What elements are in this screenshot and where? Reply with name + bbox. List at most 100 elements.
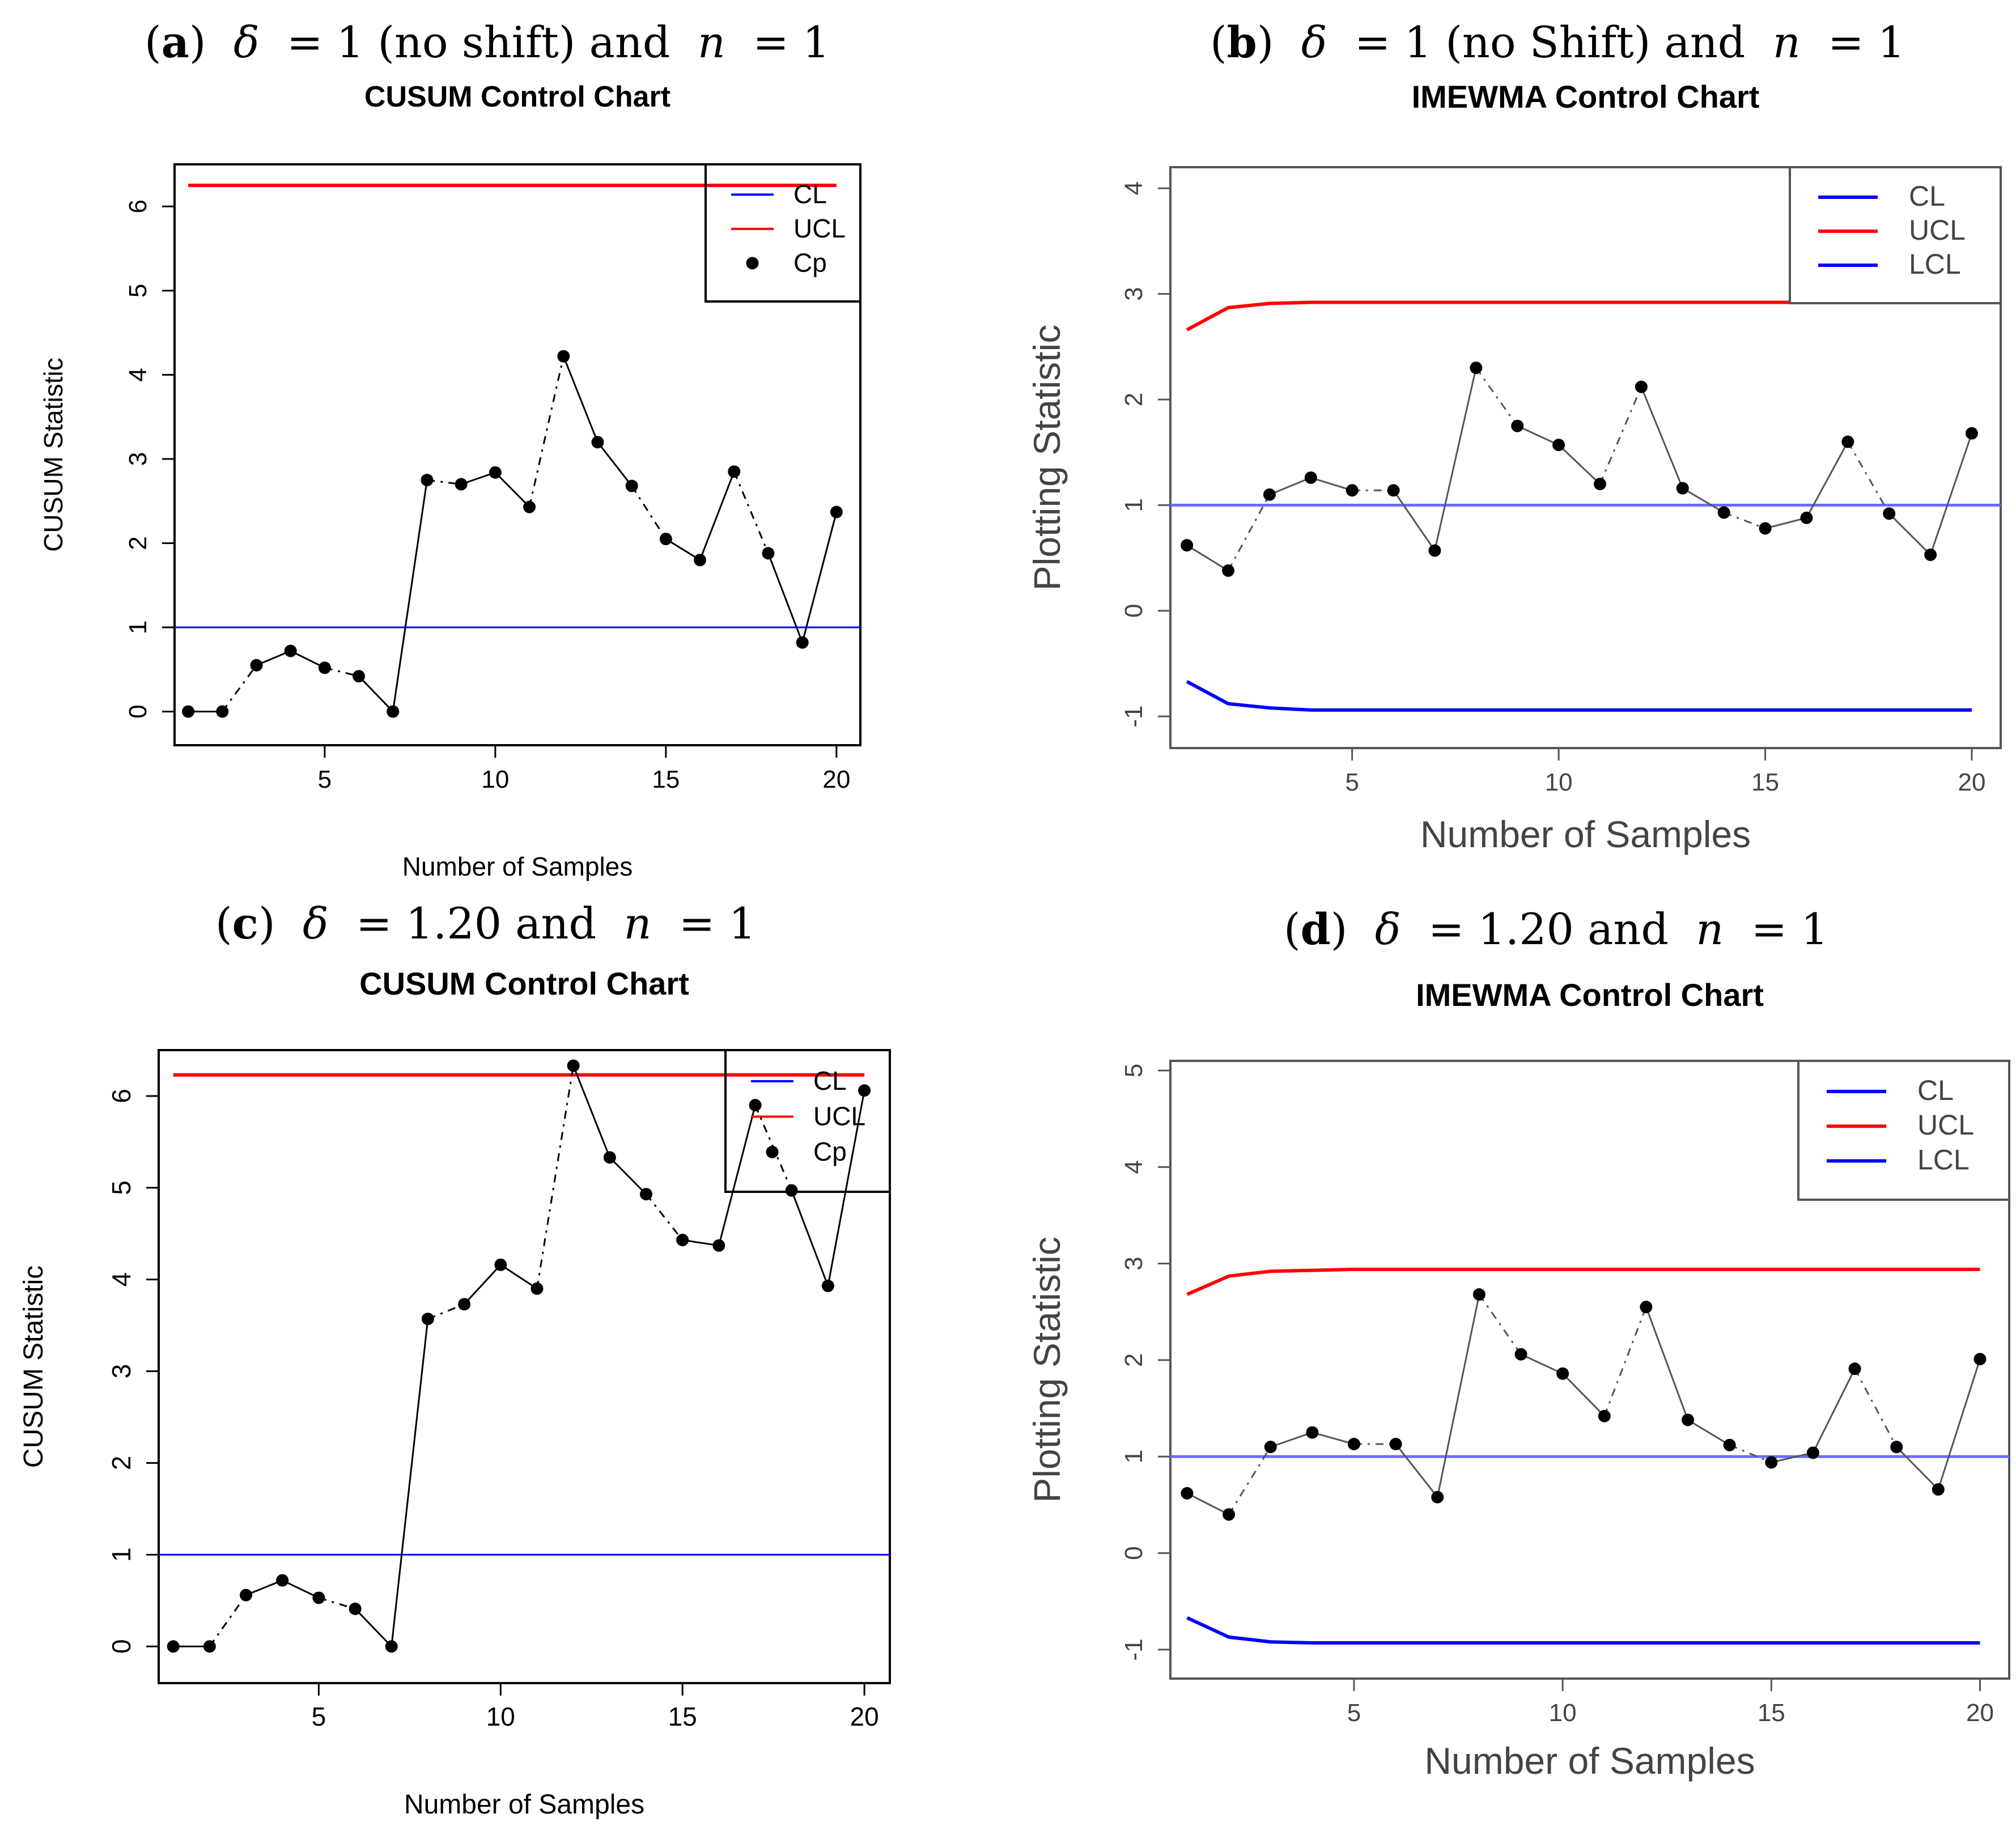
x-tick-label: 20 [1966, 1699, 1994, 1727]
y-tick-label: 5 [124, 284, 152, 298]
plot-frame [1169, 1060, 2010, 1680]
data-point [1181, 1487, 1194, 1500]
series-line-segment [1270, 1432, 1313, 1448]
series-line-segment [1395, 1443, 1438, 1498]
chart-a: CUSUM Control Chart 5 10 15 20 0 1 2 3 4 5 6 Number … [39, 80, 861, 881]
data-point [1470, 362, 1483, 375]
series-line-segment [1771, 1452, 1814, 1463]
series-line-segment [1854, 1368, 1898, 1447]
legend-label: Cp [793, 248, 827, 277]
data-point [1883, 507, 1896, 520]
y-tick-label: 3 [124, 452, 152, 466]
data-point [489, 466, 502, 479]
series-line-segment [391, 1319, 429, 1647]
data-point [1848, 1362, 1861, 1375]
y-tick-label: 1 [107, 1548, 136, 1562]
series-line-segment [699, 471, 735, 560]
x-tick-label: 20 [1958, 768, 1986, 796]
y-tick-label: 0 [124, 704, 152, 718]
y-tick-label: 4 [124, 368, 152, 381]
data-point [1973, 1353, 1987, 1366]
y-tick-label: 3 [1120, 287, 1148, 300]
series-line-segment [1520, 1353, 1563, 1375]
data-point [1306, 1426, 1319, 1439]
x-tick-label: 20 [822, 766, 850, 793]
series-line-segment [597, 441, 633, 487]
data-point [1682, 1413, 1695, 1426]
y-tick-label: 6 [107, 1089, 136, 1103]
data-point [1552, 439, 1565, 452]
y-tick-label: 4 [1120, 181, 1148, 195]
data-point [353, 670, 366, 683]
data-point [1181, 539, 1194, 552]
data-point [1223, 1508, 1236, 1521]
panel-c: (c) δ = 1.20 and n = 1 CUSUM Control Cha… [0, 884, 907, 1835]
data-point [1263, 488, 1276, 501]
data-point [1472, 1288, 1486, 1301]
series-line-segment [1310, 477, 1353, 491]
series-line-segment [245, 1579, 283, 1596]
y-axis-label: CUSUM Statistic [19, 1265, 49, 1468]
y-tick-label: -1 [1120, 1638, 1148, 1660]
data-point [458, 1298, 471, 1311]
data-point [785, 1184, 798, 1197]
series-line-segment [1436, 1294, 1480, 1498]
x-axis-label: Number of Samples [1424, 1740, 1755, 1782]
y-tick-label: 0 [107, 1639, 136, 1654]
y-tick-label: 1 [124, 621, 152, 634]
panel-caption-b: (b) δ = 1 (no Shift) and n = 1 [1210, 17, 1905, 67]
data-point [749, 1099, 762, 1112]
series-line-segment [1312, 1432, 1355, 1445]
data-point [1304, 471, 1317, 484]
panel-caption-a: (a) δ = 1 (no shift) and n = 1 [145, 17, 830, 67]
data-point [1222, 564, 1235, 577]
data-point [1431, 1490, 1444, 1503]
data-point [762, 547, 775, 560]
plot-frame [173, 163, 861, 746]
x-tick-label: 15 [1758, 1699, 1785, 1727]
data-point [494, 1258, 507, 1271]
legend-label: CL [1909, 180, 1945, 212]
series-line-segment [1478, 1294, 1522, 1355]
data-point [1723, 1438, 1736, 1451]
data-point [1717, 506, 1730, 519]
x-tick-label: 5 [1347, 1699, 1361, 1727]
data-point [591, 436, 604, 449]
data-point [1765, 1456, 1778, 1469]
series-line-segment [572, 1065, 611, 1158]
series-line-segment [209, 1594, 247, 1647]
chart-title: IMEWMA Control Chart [1412, 79, 1760, 114]
series-line-segment [801, 512, 838, 643]
chart-b: IMEWMA Control Chart 5 10 15 20 -1 0 1 2 3 4 Number… [1026, 79, 2002, 855]
series-line-segment [1599, 386, 1642, 485]
data-point [1759, 522, 1772, 535]
chart-title: IMEWMA Control Chart [1416, 977, 1764, 1013]
data-point [523, 500, 536, 513]
series-line-segment [282, 1579, 320, 1599]
data-point [276, 1574, 289, 1587]
series-line-segment [791, 1190, 829, 1286]
x-tick-label: 5 [1345, 768, 1359, 796]
legend-label: UCL [793, 214, 846, 243]
series-line-segment [536, 1065, 575, 1289]
data-point [1387, 484, 1400, 497]
data-point [567, 1059, 580, 1072]
y-tick-label: 5 [1120, 1064, 1148, 1077]
data-point [728, 465, 741, 478]
x-tick-label: 5 [312, 1702, 326, 1731]
series-line-segment [354, 1608, 392, 1647]
ucl-line [1186, 1267, 1980, 1296]
data-point [349, 1602, 362, 1615]
legend-box [724, 1049, 891, 1193]
chart-title: CUSUM Control Chart [364, 80, 670, 113]
series-line-segment [733, 471, 769, 554]
data-point [182, 705, 195, 718]
series-line-segment [1475, 367, 1518, 427]
series-line-segment [645, 1193, 684, 1241]
y-tick-label: 4 [107, 1272, 136, 1287]
data-point [1965, 427, 1978, 440]
series-line-segment [1888, 513, 1932, 556]
y-tick-label: 3 [107, 1364, 136, 1379]
panel-d: (d) δ = 1.20 and n = 1 IMEWMA Control Ch… [1015, 884, 2016, 1835]
series-line-segment [1517, 425, 1559, 446]
